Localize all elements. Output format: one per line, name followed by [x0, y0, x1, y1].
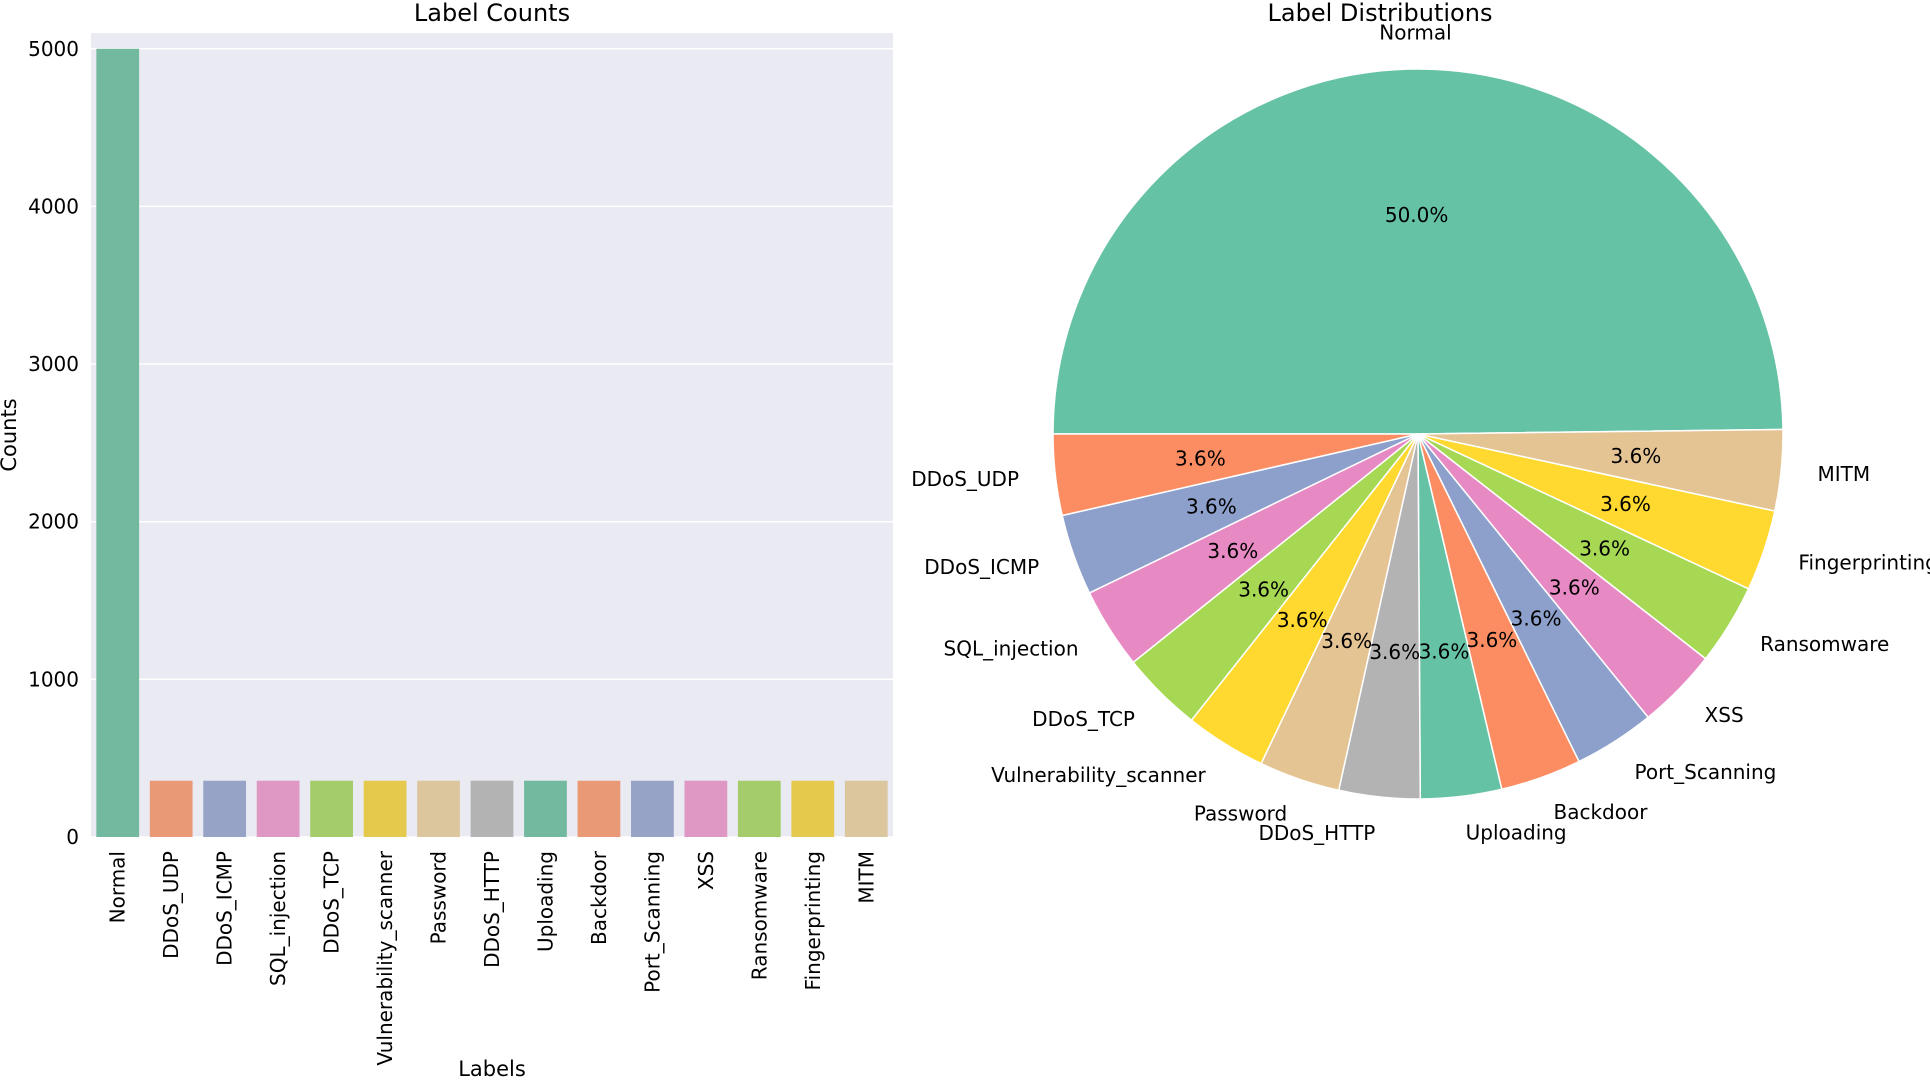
- pie-label-sql-injection: SQL_injection: [944, 636, 1079, 660]
- bar-normal: [96, 48, 140, 837]
- pie-label-backdoor: Backdoor: [1553, 800, 1648, 824]
- x-tick-ddos-http: DDoS_HTTP: [480, 851, 504, 968]
- y-tick-0: 0: [66, 825, 79, 849]
- bar-ddos-tcp: [310, 780, 353, 837]
- pie-slice-normal: [1052, 68, 1784, 435]
- pie-label-ddos-icmp: DDoS_ICMP: [924, 555, 1039, 579]
- x-tick-mitm: MITM: [854, 851, 878, 904]
- bar-xss: [684, 780, 728, 837]
- y-axis-label: Counts: [0, 398, 21, 471]
- x-tick-ddos-udp: DDoS_UDP: [159, 851, 183, 959]
- x-tick-normal: Normal: [106, 851, 130, 923]
- pie-pct-uploading: 3.6%: [1419, 639, 1470, 663]
- pie-pct-ddos-tcp: 3.6%: [1238, 577, 1289, 601]
- pie-pct-backdoor: 3.6%: [1466, 628, 1517, 652]
- bar-uploading: [524, 780, 567, 837]
- bar-backdoor: [577, 780, 621, 837]
- pie-percent-labels: 50.0%3.6%3.6%3.6%3.6%3.6%3.6%3.6%3.6%3.6…: [1175, 203, 1661, 664]
- pie-label-ddos-tcp: DDoS_TCP: [1032, 707, 1135, 731]
- bar-port-scanning: [631, 780, 674, 837]
- x-tick-sql-injection: SQL_injection: [266, 851, 290, 986]
- pie-label-normal: Normal: [1379, 21, 1451, 45]
- bar-chart-panel: 0 1000 2000 3000 4000 5000 Normal DDoS_UDP DDoS…: [0, 0, 893, 1081]
- x-tick-xss: XSS: [694, 851, 718, 890]
- pie-pct-ddos-http: 3.6%: [1369, 640, 1420, 664]
- bar-ddos-icmp: [203, 780, 247, 837]
- x-axis-label: Labels: [458, 1057, 526, 1081]
- pie-pct-normal: 50.0%: [1385, 203, 1449, 227]
- y-tick-2000: 2000: [28, 510, 79, 534]
- bar-chart-title: Label Counts: [414, 0, 570, 27]
- bar-series: [96, 48, 888, 837]
- bar-ransomware: [737, 780, 781, 837]
- pie-label-ddos-udp: DDoS_UDP: [911, 467, 1019, 491]
- pie-pct-port-scanning: 3.6%: [1511, 606, 1562, 630]
- pie-category-labels: Normal MITM Fingerprinting Ransomware XSS Por…: [911, 21, 1930, 846]
- x-tick-backdoor: Backdoor: [587, 850, 611, 945]
- pie-label-fingerprinting: Fingerprinting: [1798, 550, 1930, 574]
- x-tick-uploading: Uploading: [533, 851, 557, 952]
- pie-label-mitm: MITM: [1817, 462, 1870, 486]
- pie-label-ransomware: Ransomware: [1760, 632, 1889, 656]
- pie-chart-panel: Label Distributions 50.0%3.6%3.6%3.6%3.6…: [911, 0, 1930, 845]
- pie-chart-title: Label Distributions: [1268, 0, 1493, 27]
- bar-vulnerability-scanner: [363, 780, 407, 837]
- pie-label-xss: XSS: [1705, 703, 1744, 727]
- pie-pct-password: 3.6%: [1321, 629, 1372, 653]
- pie-pct-sql-injection: 3.6%: [1207, 539, 1258, 563]
- x-tick-ddos-tcp: DDoS_TCP: [320, 851, 344, 954]
- x-tick-password: Password: [427, 851, 451, 944]
- y-tick-1000: 1000: [28, 667, 79, 691]
- x-tick-fingerprinting: Fingerprinting: [801, 851, 825, 990]
- bar-ddos-udp: [149, 780, 193, 837]
- x-tick-vulnerability-scanner: Vulnerability_scanner: [373, 850, 397, 1065]
- pie-label-ddos-http: DDoS_HTTP: [1258, 821, 1375, 845]
- bar-plot-background: [91, 33, 893, 837]
- pie-slices: [1052, 68, 1784, 800]
- bar-fingerprinting: [791, 780, 835, 837]
- pie-label-password: Password: [1194, 802, 1287, 826]
- y-tick-labels: 0 1000 2000 3000 4000 5000: [28, 37, 79, 849]
- pie-pct-vulnerability-scanner: 3.6%: [1277, 608, 1328, 632]
- y-tick-4000: 4000: [28, 194, 79, 218]
- pie-label-vulnerability-scanner: Vulnerability_scanner: [991, 763, 1206, 787]
- pie-label-uploading: Uploading: [1466, 821, 1567, 845]
- x-tick-labels: Normal DDoS_UDP DDoS_ICMP SQL_injection DDoS…: [106, 850, 879, 1065]
- y-tick-3000: 3000: [28, 352, 79, 376]
- pie-label-port-scanning: Port_Scanning: [1634, 760, 1776, 784]
- x-tick-ddos-icmp: DDoS_ICMP: [213, 851, 237, 966]
- y-tick-5000: 5000: [28, 37, 79, 61]
- pie-pct-ransomware: 3.6%: [1579, 537, 1630, 561]
- pie-pct-xss: 3.6%: [1549, 575, 1600, 599]
- bar-ddos-http: [470, 780, 514, 837]
- pie-pct-ddos-icmp: 3.6%: [1186, 495, 1237, 519]
- bar-password: [417, 780, 460, 837]
- bar-sql-injection: [256, 780, 300, 837]
- bar-mitm: [844, 780, 888, 837]
- pie-pct-mitm: 3.6%: [1610, 444, 1661, 468]
- pie-pct-fingerprinting: 3.6%: [1600, 492, 1651, 516]
- x-tick-ransomware: Ransomware: [747, 851, 771, 980]
- pie-slice-ddos-udp: [1052, 433, 1419, 517]
- x-tick-port-scanning: Port_Scanning: [640, 851, 664, 993]
- pie-pct-ddos-udp: 3.6%: [1175, 447, 1226, 471]
